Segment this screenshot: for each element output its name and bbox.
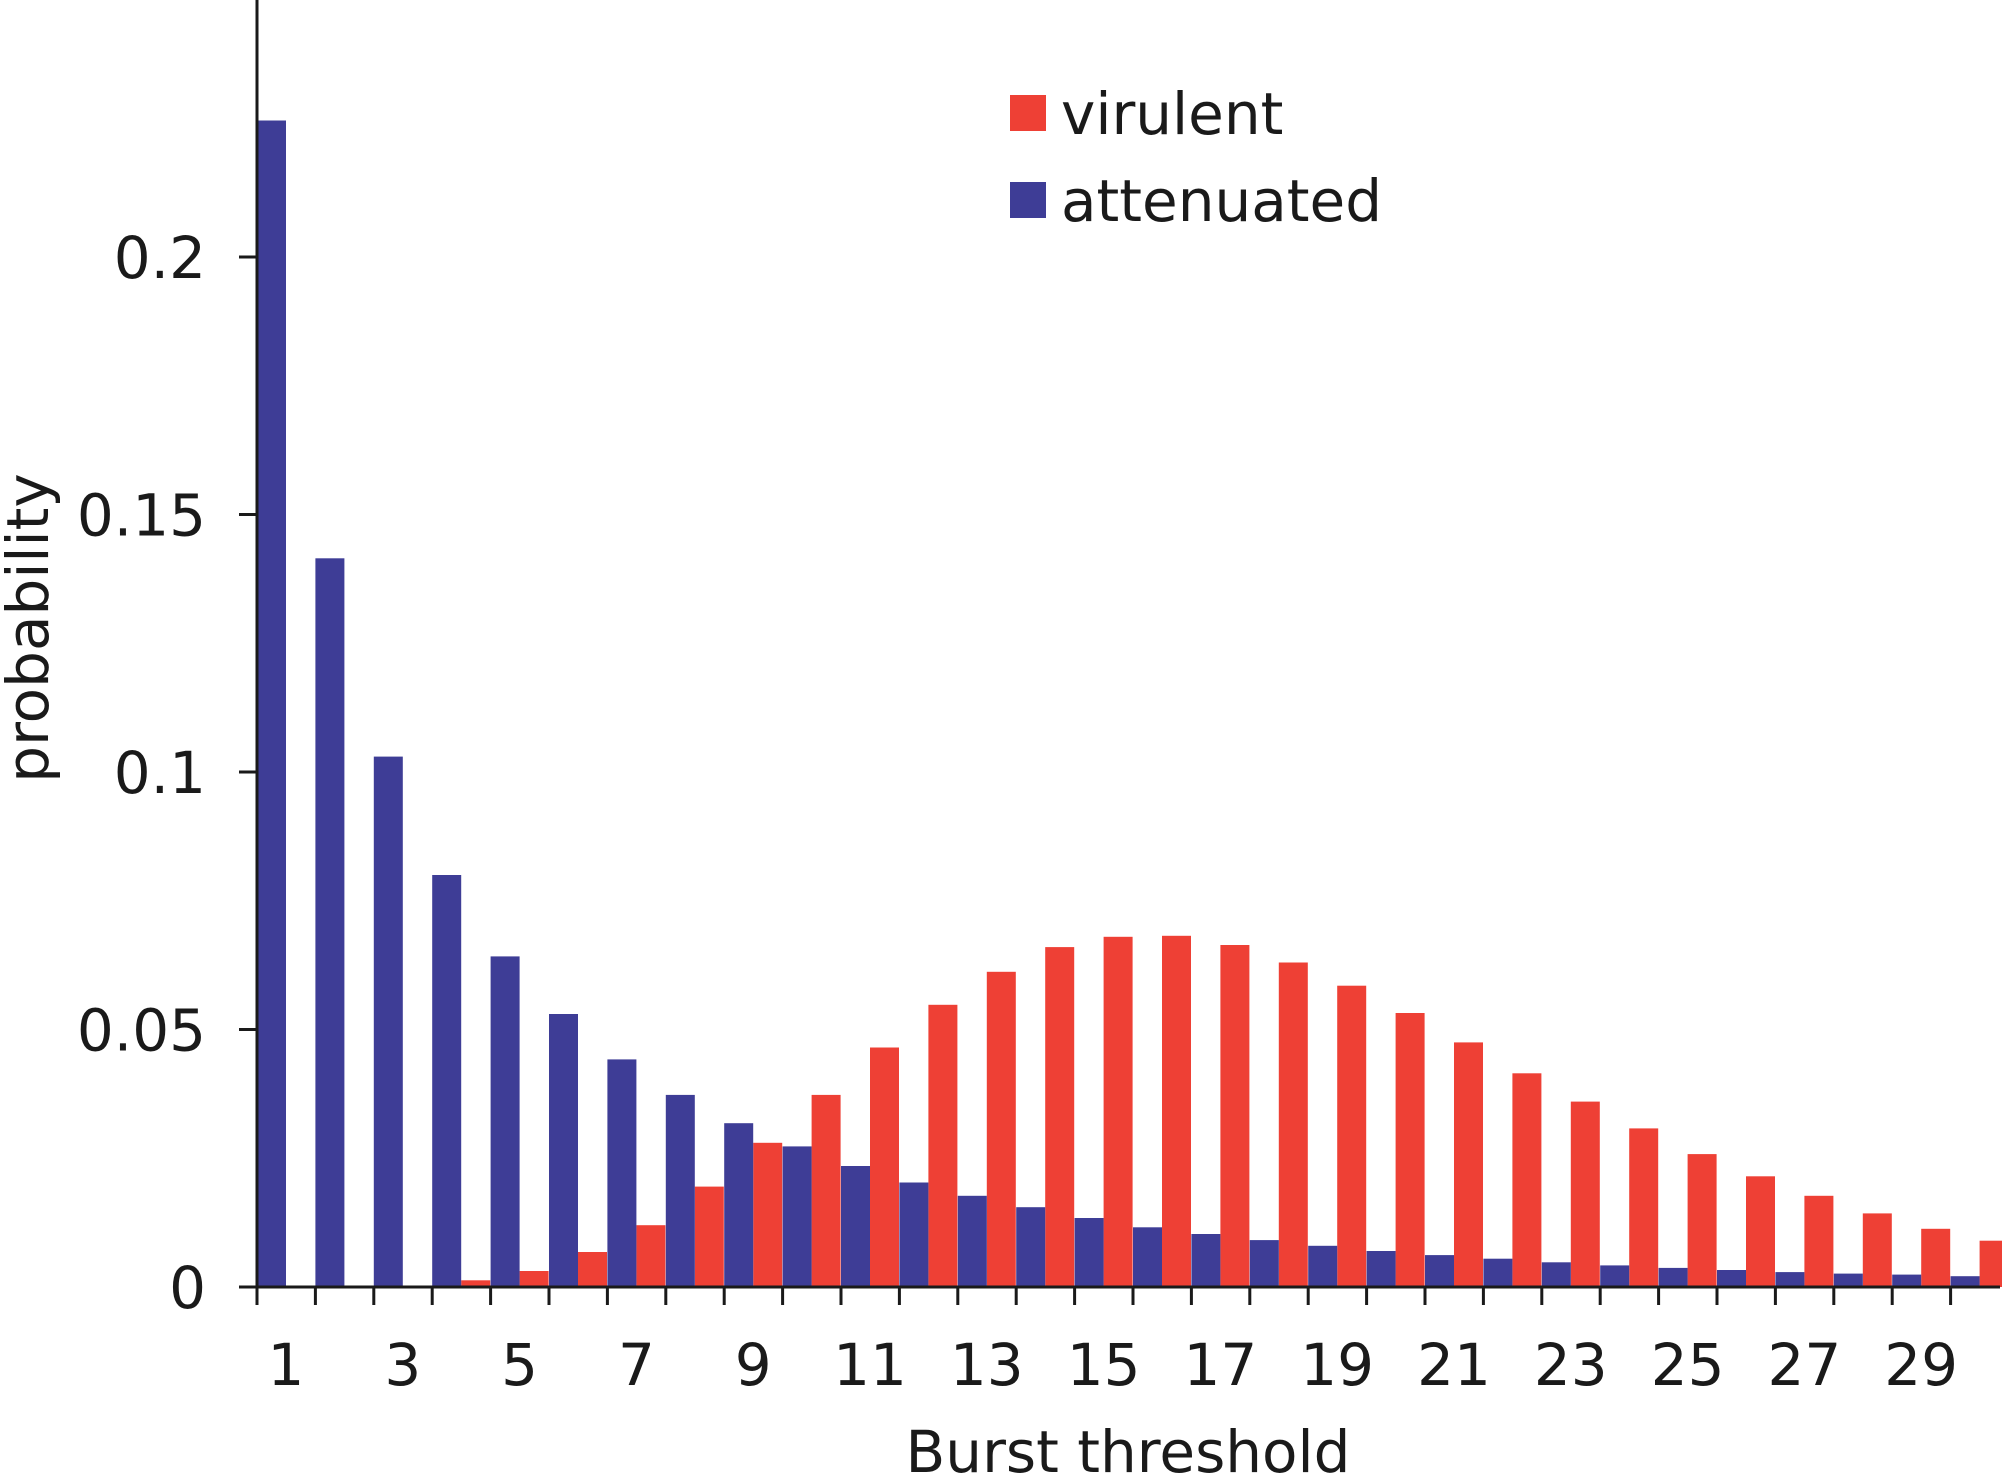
y-tick-label: 0 <box>169 1254 206 1322</box>
legend-swatch-virulent <box>1010 95 1046 131</box>
bar-attenuated-15 <box>1074 1218 1104 1287</box>
x-tick-label: 27 <box>1767 1331 1841 1399</box>
bar-attenuated-24 <box>1600 1265 1630 1287</box>
bars-layer <box>257 120 2002 1287</box>
bar-virulent-19 <box>1337 985 1367 1287</box>
x-tick-label: 21 <box>1417 1331 1491 1399</box>
bar-virulent-13 <box>986 971 1016 1287</box>
bar-virulent-22 <box>1512 1073 1542 1287</box>
bar-virulent-8 <box>694 1186 724 1287</box>
x-tick-label: 13 <box>950 1331 1024 1399</box>
legend-swatch-attenuated <box>1010 182 1046 218</box>
y-tick-label: 0.2 <box>114 224 206 292</box>
bar-attenuated-22 <box>1483 1258 1513 1287</box>
bar-attenuated-25 <box>1658 1267 1688 1287</box>
bar-virulent-27 <box>1804 1195 1834 1287</box>
bar-attenuated-23 <box>1541 1262 1571 1287</box>
legend-label-attenuated: attenuated <box>1061 167 1382 235</box>
bar-attenuated-17 <box>1191 1234 1221 1287</box>
bar-attenuated-28 <box>1833 1273 1863 1287</box>
bar-virulent-9 <box>753 1142 783 1287</box>
bar-attenuated-12 <box>899 1182 929 1287</box>
bar-virulent-21 <box>1454 1042 1483 1287</box>
bar-virulent-23 <box>1570 1101 1600 1287</box>
bar-virulent-7 <box>636 1225 666 1287</box>
y-tick-label: 0.15 <box>77 482 206 550</box>
bar-virulent-18 <box>1278 962 1308 1287</box>
bar-attenuated-26 <box>1717 1270 1746 1287</box>
bar-attenuated-30 <box>1950 1276 1980 1287</box>
bar-attenuated-1 <box>257 120 286 1287</box>
x-tick-label: 29 <box>1884 1331 1958 1399</box>
bar-attenuated-3 <box>373 756 403 1287</box>
bar-attenuated-18 <box>1249 1240 1279 1287</box>
bar-virulent-17 <box>1220 945 1250 1287</box>
bar-virulent-14 <box>1045 947 1075 1287</box>
bar-attenuated-13 <box>957 1195 987 1287</box>
x-tick-label: 11 <box>833 1331 907 1399</box>
x-tick-label: 5 <box>501 1331 538 1399</box>
bar-attenuated-16 <box>1133 1227 1162 1287</box>
bar-virulent-24 <box>1629 1128 1659 1287</box>
x-tick-label: 7 <box>618 1331 655 1399</box>
bar-virulent-5 <box>519 1271 549 1287</box>
x-tick-label: 25 <box>1651 1331 1725 1399</box>
bar-virulent-6 <box>578 1252 607 1287</box>
legend: virulent attenuated <box>1010 80 1382 235</box>
bar-virulent-20 <box>1395 1013 1425 1287</box>
bar-virulent-25 <box>1687 1154 1717 1287</box>
bar-virulent-12 <box>928 1004 958 1287</box>
y-tick-label: 0.05 <box>77 997 206 1065</box>
bar-virulent-15 <box>1103 936 1133 1287</box>
x-axis-title: Burst threshold <box>906 1418 1351 1476</box>
bar-attenuated-9 <box>724 1123 754 1287</box>
x-tick-label: 23 <box>1534 1331 1608 1399</box>
bar-virulent-11 <box>870 1047 899 1287</box>
bar-attenuated-19 <box>1308 1245 1338 1287</box>
y-axis-title: probability <box>0 473 62 782</box>
bar-attenuated-27 <box>1775 1272 1805 1287</box>
x-tick-label: 9 <box>735 1331 772 1399</box>
x-tick-label: 19 <box>1300 1331 1374 1399</box>
bar-attenuated-29 <box>1892 1274 1922 1287</box>
y-tick-label: 0.1 <box>114 739 206 807</box>
bar-virulent-28 <box>1862 1213 1892 1287</box>
legend-label-virulent: virulent <box>1061 80 1283 148</box>
bar-attenuated-8 <box>665 1094 695 1287</box>
bar-attenuated-5 <box>490 956 520 1287</box>
x-tick-label: 15 <box>1067 1331 1141 1399</box>
bar-attenuated-11 <box>841 1166 870 1287</box>
bar-virulent-4 <box>461 1280 491 1287</box>
bar-attenuated-6 <box>549 1014 578 1287</box>
bar-virulent-29 <box>1921 1228 1951 1287</box>
bar-attenuated-20 <box>1366 1251 1396 1287</box>
bar-attenuated-21 <box>1425 1255 1454 1287</box>
bar-attenuated-7 <box>607 1059 637 1287</box>
bar-virulent-10 <box>811 1094 841 1287</box>
bar-attenuated-2 <box>315 558 345 1287</box>
bar-virulent-30 <box>1979 1240 2002 1287</box>
bar-attenuated-14 <box>1016 1207 1046 1287</box>
bar-virulent-16 <box>1162 935 1191 1287</box>
x-tick-label: 3 <box>384 1331 421 1399</box>
bar-attenuated-10 <box>782 1146 812 1287</box>
bar-virulent-26 <box>1746 1176 1775 1287</box>
bar-attenuated-4 <box>432 875 462 1287</box>
x-tick-label: 1 <box>268 1331 305 1399</box>
x-tick-label: 17 <box>1183 1331 1257 1399</box>
